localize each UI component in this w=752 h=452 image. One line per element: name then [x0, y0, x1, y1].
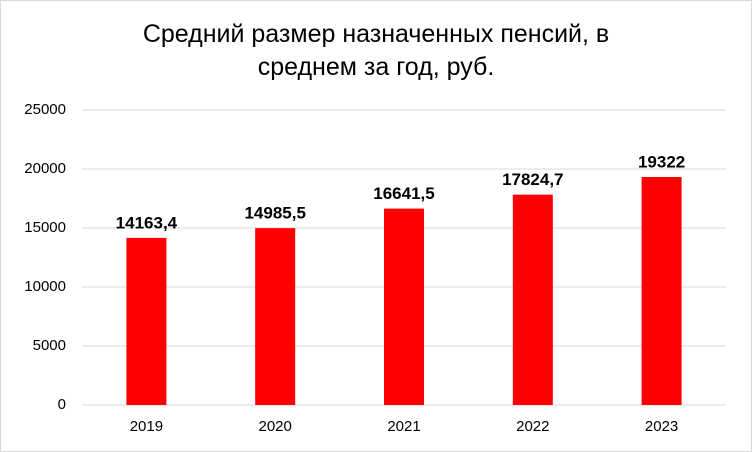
- bar: [641, 177, 682, 405]
- bar: [512, 194, 553, 405]
- x-tick-label: 2019: [130, 418, 163, 435]
- y-tick-label: 10000: [24, 278, 66, 295]
- x-tick-label: 2020: [259, 418, 292, 435]
- y-tick-label: 5000: [33, 337, 66, 354]
- value-label: 14163,4: [116, 213, 178, 232]
- x-tick-label: 2023: [645, 418, 678, 435]
- y-tick-label: 25000: [24, 101, 66, 118]
- bar: [384, 208, 424, 405]
- value-label: 19322: [638, 152, 685, 171]
- x-tick-label: 2021: [387, 418, 420, 435]
- chart-title: Средний размер назначенных пенсий, в сре…: [142, 20, 610, 81]
- value-label: 14985,5: [244, 204, 305, 223]
- value-label: 16641,5: [373, 184, 434, 203]
- x-tick-label: 2022: [516, 418, 549, 435]
- y-tick-label: 20000: [24, 160, 66, 177]
- y-tick-label: 15000: [24, 219, 66, 236]
- y-tick-label: 0: [58, 396, 66, 413]
- bar: [126, 237, 167, 405]
- value-label: 17824,7: [502, 170, 563, 189]
- bar: [255, 228, 296, 405]
